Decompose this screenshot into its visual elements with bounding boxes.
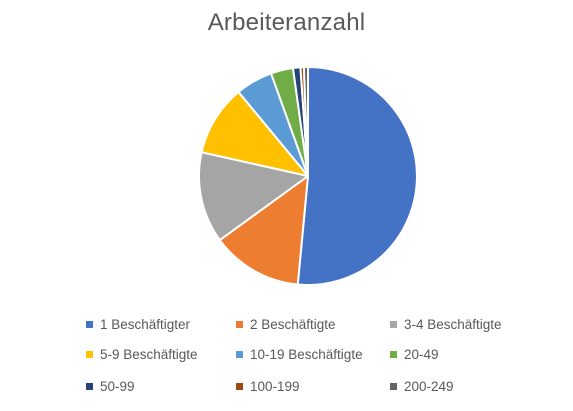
pie-slice-3-4-besch-ftigte [198,151,309,242]
pie-slice-5-9-besch-ftigte [200,91,309,177]
pie-slice-2-besch-ftigte [218,175,309,286]
chart-title: Arbeiteranzahl [207,9,366,36]
pie-slice-200-249 [302,66,309,177]
pie-slice-1-besch-ftigter [296,66,418,286]
